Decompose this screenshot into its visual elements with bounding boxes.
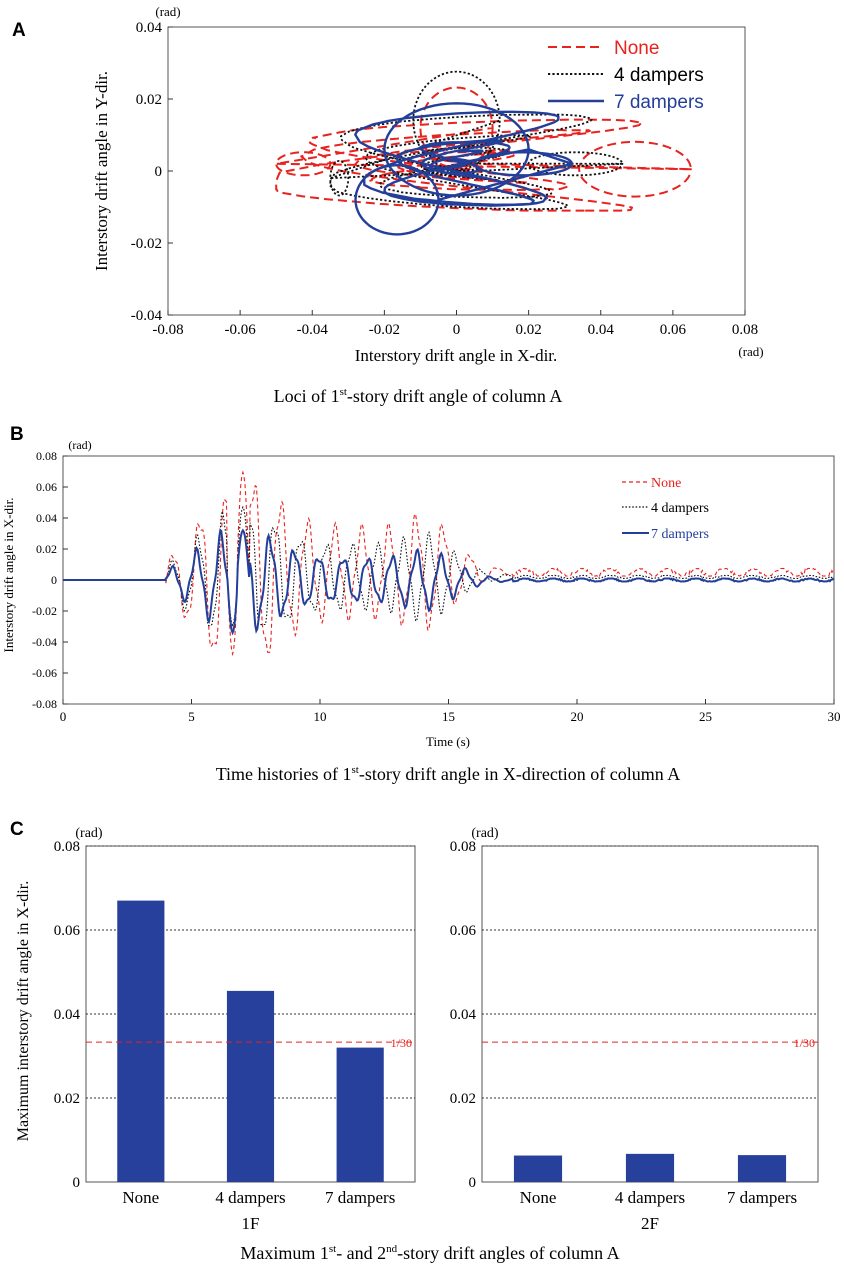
x-axis-label: Interstory drift angle in X-dir. — [355, 346, 558, 365]
y-tick-label: -0.06 — [32, 666, 57, 680]
y-tick-label: 0 — [73, 1175, 81, 1191]
x-tick-label: 0.06 — [660, 322, 687, 338]
x-tick-label: 0.04 — [588, 322, 615, 338]
x-tick-label: -0.02 — [369, 322, 400, 338]
y-tick-label: 0.04 — [54, 1007, 81, 1023]
panel-subtitle: 1F — [242, 1214, 260, 1233]
y-tick-label: 0.02 — [36, 542, 57, 556]
x-tick-label: 0.02 — [516, 322, 542, 338]
x-tick-label: 7 dampers — [325, 1188, 395, 1207]
y-tick-label: 0 — [155, 164, 163, 180]
y-tick-label: -0.08 — [32, 697, 57, 711]
legend-label: None — [651, 476, 681, 491]
x-tick-label: 30 — [828, 709, 841, 724]
bar — [737, 1155, 787, 1182]
y-tick-label: 0.04 — [450, 1007, 477, 1023]
panel-letter-b: B — [10, 424, 24, 445]
chart-c-1f-bars: 0 0.02 0.04 0.06 0.08(rad) None 4 dampers 7 dam… — [15, 826, 416, 1233]
chart-c-2f-bars: 0 0.02 0.04 0.06 0.08(rad) None 4 dampers 7 dam… — [450, 826, 819, 1233]
x-axis-label: Time (s) — [426, 734, 470, 749]
legend-label: 7 dampers — [651, 527, 709, 542]
y-axis-label: Interstory drift angle in X-dir. — [1, 498, 16, 653]
x-tick-label: 7 dampers — [727, 1188, 797, 1207]
y-tick-label: 0.08 — [36, 449, 57, 463]
caption-a: Loci of 1st-story drift angle of column … — [274, 386, 563, 406]
y-unit-label: (rad) — [471, 826, 499, 841]
y-unit-label: (rad) — [68, 438, 91, 452]
x-tick-label: 10 — [314, 709, 327, 724]
x-tick-label: None — [520, 1188, 557, 1207]
reference-label: 1/30 — [794, 1036, 815, 1050]
panel-subtitle: 2F — [641, 1214, 659, 1233]
y-axis-label: Interstory drift angle in Y-dir. — [92, 71, 111, 271]
reference-label: 1/30 — [391, 1036, 412, 1050]
x-tick-label: 0 — [60, 709, 67, 724]
y-tick-label: 0.02 — [450, 1091, 476, 1107]
x-tick-label: -0.06 — [225, 322, 257, 338]
y-tick-label: -0.02 — [131, 236, 162, 252]
y-tick-label: 0 — [469, 1175, 477, 1191]
x-unit-label: (rad) — [738, 344, 763, 359]
y-tick-label: 0 — [51, 573, 57, 587]
chart-b-time-history: 0 5 10 15 20 25 30 -0.08 -0.06 -0.04 -0.02 0 0.02 0.0… — [1, 438, 841, 749]
panel-letter-a: A — [12, 20, 26, 41]
x-tick-label: 0 — [453, 322, 461, 338]
caption-b: Time histories of 1st-story drift angle … — [216, 764, 681, 784]
y-tick-label: 0.06 — [54, 923, 81, 939]
series-line-7-dampers — [63, 528, 835, 636]
y-tick-label: 0.08 — [54, 839, 80, 855]
bar — [117, 900, 165, 1182]
y-tick-label: -0.04 — [131, 308, 163, 324]
y-tick-label: 0.02 — [136, 92, 162, 108]
y-tick-label: 0.02 — [54, 1091, 80, 1107]
series-line-7-dampers — [354, 102, 574, 236]
caption-c: Maximum 1st- and 2nd-story drift angles … — [240, 1243, 619, 1263]
x-tick-label: -0.08 — [152, 322, 183, 338]
x-tick-label: 5 — [188, 709, 195, 724]
y-unit-label: (rad) — [155, 4, 180, 19]
x-tick-label: None — [122, 1188, 159, 1207]
y-tick-label: 0.06 — [36, 480, 57, 494]
bar — [513, 1155, 563, 1182]
x-tick-label: -0.04 — [297, 322, 329, 338]
legend-label: 4 dampers — [651, 501, 709, 516]
y-tick-label: 0.06 — [450, 923, 477, 939]
bar — [336, 1047, 384, 1182]
x-tick-label: 20 — [571, 709, 584, 724]
x-tick-label: 0.08 — [732, 322, 758, 338]
y-tick-label: 0.04 — [136, 20, 163, 36]
bar — [625, 1153, 675, 1182]
chart-a-drift-loci: -0.08 -0.06 -0.04 -0.02 0 0.02 0.04 0.06 0.08 -0.… — [92, 4, 764, 365]
series-line-none — [63, 470, 835, 657]
x-tick-label: 25 — [699, 709, 712, 724]
x-tick-label: 4 dampers — [215, 1188, 285, 1207]
y-axis-label: Maximum interstory drift angle in X-dir. — [15, 881, 32, 1141]
legend-label: 4 dampers — [614, 65, 704, 86]
x-tick-label: 15 — [442, 709, 455, 724]
y-unit-label: (rad) — [75, 826, 103, 841]
series-line-4-dampers — [63, 505, 835, 627]
legend-label: 7 dampers — [614, 92, 704, 113]
y-tick-label: 0.04 — [36, 511, 57, 525]
legend-label: None — [614, 38, 659, 59]
x-tick-label: 4 dampers — [615, 1188, 685, 1207]
panel-letter-c: C — [10, 819, 24, 840]
y-tick-label: -0.02 — [32, 604, 57, 618]
y-tick-label: -0.04 — [32, 635, 57, 649]
y-tick-label: 0.08 — [450, 839, 476, 855]
bar — [226, 990, 275, 1182]
